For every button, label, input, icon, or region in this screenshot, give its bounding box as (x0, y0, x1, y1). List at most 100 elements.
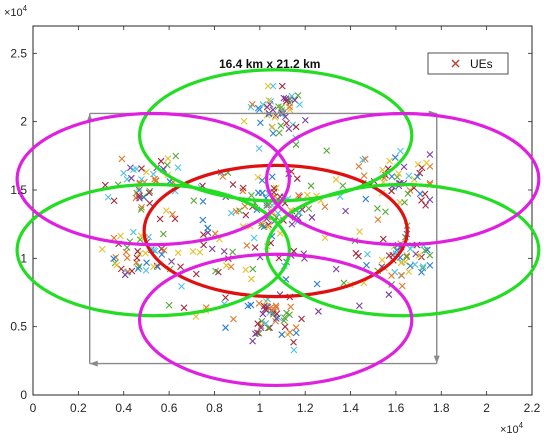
ue-marker (283, 119, 290, 127)
ue-marker (123, 244, 131, 251)
ue-marker (219, 173, 227, 180)
ue-marker (283, 309, 290, 317)
ue-marker (196, 248, 204, 256)
ue-marker (256, 119, 264, 127)
legend-marker-icon (451, 59, 460, 68)
ue-marker (177, 263, 184, 271)
x-tick-label: 1 (256, 401, 263, 415)
ue-marker (280, 317, 288, 325)
ue-marker (244, 302, 252, 310)
ue-marker (382, 208, 389, 216)
ue-marker (362, 195, 370, 203)
ue-marker (130, 166, 137, 174)
area-annotation: 16.4 km x 21.2 km (219, 57, 320, 71)
ue-marker (239, 184, 247, 192)
ue-marker (355, 163, 363, 170)
ue-marker (296, 209, 303, 217)
ue-marker (229, 181, 237, 188)
ue-marker (257, 324, 265, 332)
ue-marker (133, 254, 141, 262)
ue-marker (110, 234, 118, 242)
ue-marker (391, 154, 399, 161)
ue-marker (192, 270, 200, 278)
ue-marker (303, 191, 311, 199)
ue-marker (278, 104, 285, 111)
ue-marker (146, 199, 154, 207)
ue-marker (274, 209, 282, 217)
ue-marker (120, 169, 128, 177)
ue-marker (419, 264, 427, 272)
ue-marker (264, 82, 272, 90)
cell-ellipses (15, 68, 541, 388)
ue-marker (251, 244, 259, 251)
x-tick-label: 1.4 (342, 401, 359, 415)
ue-marker (255, 189, 262, 197)
ue-marker (121, 271, 129, 279)
ue-marker (403, 252, 411, 260)
ue-marker (220, 248, 228, 255)
ue-marker (332, 265, 340, 273)
x-tick-label: 2.2 (524, 401, 541, 415)
cell-coverage-ellipse (265, 182, 541, 318)
ue-marker (294, 92, 302, 99)
ue-marker (232, 208, 240, 215)
ue-marker (415, 251, 423, 259)
ue-marker (222, 324, 229, 332)
ue-marker (227, 263, 235, 271)
legend: UEs (427, 52, 509, 75)
ue-marker (268, 123, 276, 131)
ue-marker (248, 275, 255, 283)
ue-marker (164, 155, 172, 162)
ue-marker (274, 314, 282, 321)
ue-marker (208, 245, 216, 253)
y-tick-label: 1.5 (10, 183, 27, 197)
ue-marker (292, 329, 300, 337)
ue-marker (127, 174, 135, 182)
ue-marker (250, 234, 258, 242)
x-axis-multiplier: ×104 (500, 421, 524, 436)
ue-marker (288, 92, 296, 100)
ue-marker (200, 241, 207, 249)
ue-marker (281, 323, 289, 331)
ue-marker (401, 198, 408, 206)
ue-marker (249, 265, 257, 273)
ue-marker (405, 268, 413, 275)
ue-marker (386, 157, 393, 165)
ue-marker (418, 196, 425, 204)
ue-marker (279, 109, 287, 116)
ue-marker (422, 202, 429, 209)
ue-marker (426, 151, 434, 158)
ue-marker (393, 173, 401, 181)
ue-marker (271, 114, 279, 121)
ue-marker (404, 190, 412, 198)
ue-marker (138, 203, 145, 211)
ue-marker (340, 279, 348, 287)
cell-coverage-ellipse (142, 163, 409, 299)
ue-marker (142, 249, 149, 257)
ue-marker (403, 253, 411, 261)
ue-marker (171, 215, 179, 223)
ue-marker (117, 265, 125, 273)
ue-marker (135, 186, 143, 194)
ue-marker (142, 267, 150, 274)
ue-marker (259, 310, 267, 318)
ue-marker (136, 194, 143, 202)
ue-marker (156, 215, 164, 223)
legend-label-ues: UEs (470, 57, 493, 71)
ue-marker (395, 170, 402, 178)
ue-marker (135, 263, 143, 270)
ue-marker (363, 261, 370, 269)
ue-marker (240, 117, 248, 125)
x-tick-label: 1.8 (433, 401, 450, 415)
ue-marker (265, 97, 273, 104)
ue-marker (379, 235, 387, 243)
ue-marker (355, 252, 362, 260)
ue-marker (305, 205, 313, 212)
ue-marker (212, 267, 219, 275)
x-tick-label: 1.6 (388, 401, 405, 415)
ue-marker (397, 271, 405, 279)
ue-marker (248, 100, 256, 108)
ue-marker (136, 192, 143, 200)
ue-marker (110, 197, 118, 205)
